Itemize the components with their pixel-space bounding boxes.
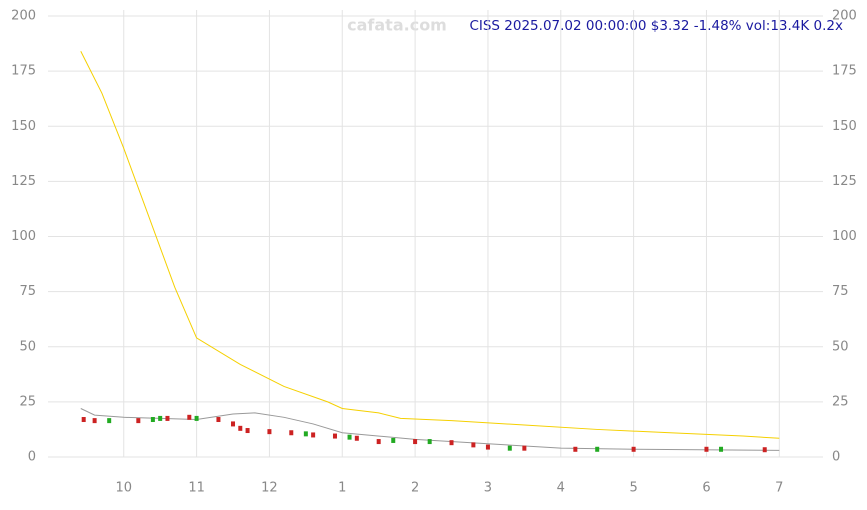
watermark: cafata.com xyxy=(347,16,447,35)
candle xyxy=(136,418,141,424)
x-tick-label: 10 xyxy=(115,481,132,496)
candle xyxy=(216,417,221,423)
candle xyxy=(303,431,308,437)
y-tick-label-right: 100 xyxy=(832,229,857,244)
y-tick-label: 50 xyxy=(19,339,36,354)
candle xyxy=(427,439,432,445)
candle xyxy=(449,440,454,446)
candle xyxy=(311,432,316,438)
candle xyxy=(289,430,294,436)
candle xyxy=(631,446,636,452)
candle xyxy=(165,415,170,421)
y-tick-label-right: 200 xyxy=(832,9,857,24)
candle xyxy=(332,433,337,439)
x-tick-label: 1 xyxy=(338,481,346,496)
candle xyxy=(573,446,578,452)
x-tick-label: 6 xyxy=(702,481,710,496)
candle xyxy=(762,447,767,453)
price-line xyxy=(80,408,780,451)
candle xyxy=(719,446,724,452)
candle xyxy=(238,425,243,431)
candle xyxy=(150,417,155,423)
candle xyxy=(507,445,512,451)
y-tick-label-right: 75 xyxy=(832,284,849,299)
candle xyxy=(471,442,476,448)
y-tick-label-right: 0 xyxy=(832,450,840,465)
y-tick-label-right: 150 xyxy=(832,119,857,134)
candle xyxy=(354,435,359,441)
y-tick-label: 200 xyxy=(11,9,36,24)
y-tick-label-right: 125 xyxy=(832,174,857,189)
y-tick-label: 125 xyxy=(11,174,36,189)
y-tick-label: 25 xyxy=(19,394,36,409)
candle xyxy=(595,446,600,452)
x-tick-label: 11 xyxy=(188,481,205,496)
chart-title: CISS 2025.07.02 00:00:00 $3.32 -1.48% vo… xyxy=(469,18,843,34)
candle xyxy=(187,414,192,420)
candle xyxy=(485,444,490,450)
candle xyxy=(231,421,236,427)
y-tick-label-right: 25 xyxy=(832,394,849,409)
y-tick-label: 0 xyxy=(28,450,36,465)
y-tick-label: 175 xyxy=(11,64,36,79)
x-tick-label: 2 xyxy=(411,481,419,496)
candle xyxy=(522,445,527,451)
candle xyxy=(391,437,396,443)
x-tick-label: 7 xyxy=(775,481,783,496)
candle xyxy=(267,429,272,435)
x-tick-label: 3 xyxy=(484,481,492,496)
y-tick-label-right: 175 xyxy=(832,64,857,79)
y-tick-label-right: 50 xyxy=(832,339,849,354)
y-tick-label: 100 xyxy=(11,229,36,244)
candle xyxy=(194,415,199,421)
x-tick-label: 12 xyxy=(261,481,278,496)
candle xyxy=(107,418,112,424)
candle xyxy=(92,418,97,424)
y-tick-label: 150 xyxy=(11,119,36,134)
candle xyxy=(245,428,250,434)
y-tick-label: 75 xyxy=(19,284,36,299)
candle xyxy=(376,439,381,445)
candle xyxy=(413,439,418,445)
candle xyxy=(158,415,163,421)
candle xyxy=(81,417,86,423)
price-line xyxy=(80,51,780,439)
candle xyxy=(347,434,352,440)
x-tick-label: 5 xyxy=(629,481,637,496)
x-tick-label: 4 xyxy=(557,481,565,496)
candle xyxy=(704,446,709,452)
